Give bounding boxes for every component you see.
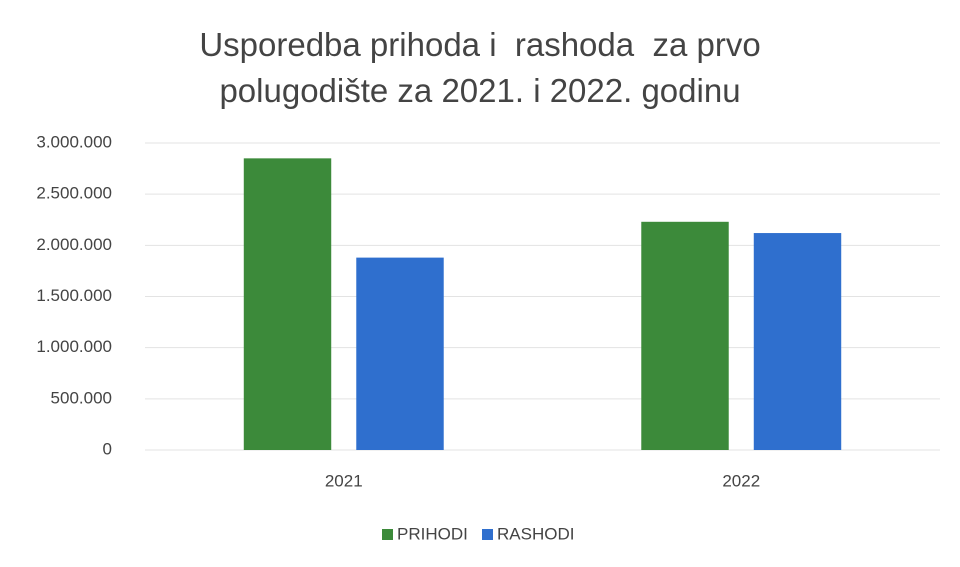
legend-swatch <box>382 529 393 540</box>
bar <box>641 221 729 450</box>
chart-title: Usporedba prihoda i rashoda za prvo polu… <box>199 26 770 109</box>
y-tick-label: 0 <box>103 439 112 458</box>
legend-label: RASHODI <box>497 524 574 543</box>
bar <box>243 158 332 450</box>
x-tick-label: 2021 <box>325 471 363 490</box>
y-tick-label: 2.000.000 <box>36 235 112 254</box>
y-tick-label: 1.500.000 <box>36 286 112 305</box>
bar <box>753 233 842 450</box>
y-tick-label: 1.000.000 <box>36 337 112 356</box>
legend-swatch <box>482 529 493 540</box>
legend-label: PRIHODI <box>397 524 468 543</box>
y-tick-label: 500.000 <box>51 388 112 407</box>
y-tick-label: 2.500.000 <box>36 184 112 203</box>
y-tick-label: 3.000.000 <box>36 132 112 151</box>
bar <box>356 257 444 450</box>
x-tick-label: 2022 <box>722 471 760 490</box>
